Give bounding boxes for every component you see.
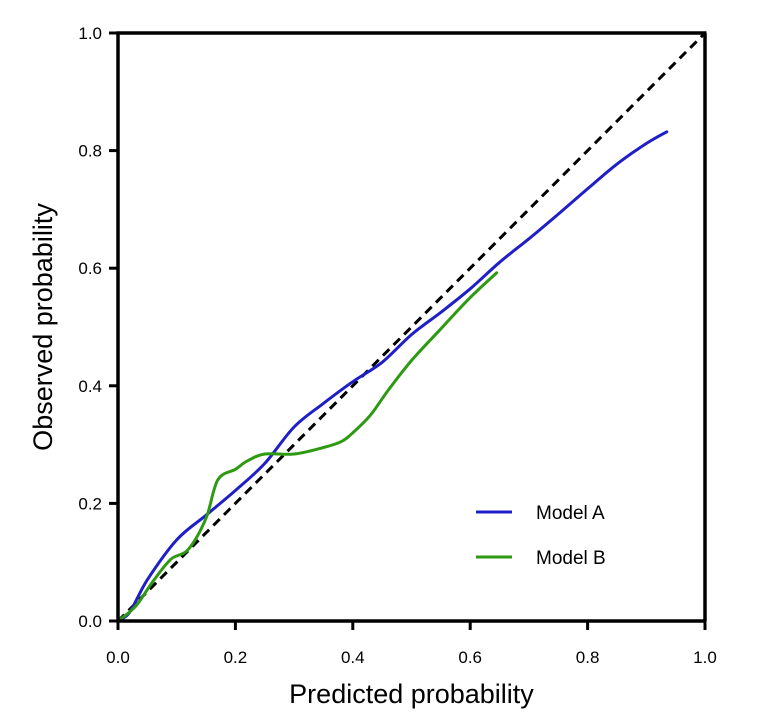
axes-layer xyxy=(116,31,707,623)
y-tick-label: 1.0 xyxy=(78,24,102,43)
legend: Model A Model B xyxy=(476,503,606,569)
legend-label-model-a: Model A xyxy=(536,503,605,524)
x-tick-label: 0.0 xyxy=(106,648,130,667)
y-tick-label: 0.2 xyxy=(78,494,102,513)
x-axis-ticks: 0.0 0.2 0.4 0.6 0.8 1.0 xyxy=(106,621,717,667)
series-layer xyxy=(116,130,669,623)
x-tick-label: 0.6 xyxy=(458,648,482,667)
x-axis-title: Predicted probability xyxy=(289,679,534,709)
y-tick-label: 0.6 xyxy=(78,259,102,278)
y-tick-label: 0.8 xyxy=(78,142,102,161)
y-tick-label: 0.0 xyxy=(78,612,102,631)
x-tick-label: 0.2 xyxy=(224,648,248,667)
series-line-model-a xyxy=(116,130,669,623)
y-tick-label: 0.4 xyxy=(78,377,102,396)
x-tick-label: 1.0 xyxy=(693,648,717,667)
reference-diagonal-line xyxy=(116,31,707,623)
reference-line-layer xyxy=(116,31,707,623)
x-tick-label: 0.4 xyxy=(341,648,365,667)
legend-label-model-b: Model B xyxy=(536,548,606,569)
y-axis-title: Observed probability xyxy=(28,203,58,451)
x-tick-label: 0.8 xyxy=(576,648,600,667)
series-line-model-b xyxy=(116,271,499,623)
y-axis-ticks: 0.0 0.2 0.4 0.6 0.8 1.0 xyxy=(78,24,118,631)
